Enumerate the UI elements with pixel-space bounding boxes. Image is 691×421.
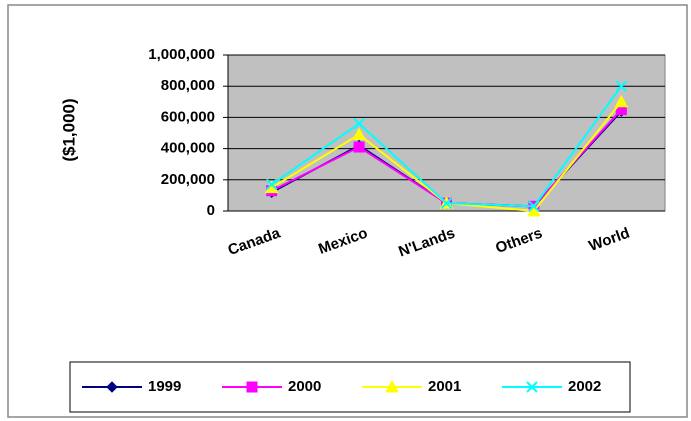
y-tick-label: 400,000: [161, 140, 215, 157]
marker: [353, 117, 365, 130]
y-tick-label: 800,000: [161, 77, 215, 94]
legend-label: 1999: [148, 378, 181, 395]
marker: [528, 200, 540, 213]
marker: [615, 80, 628, 92]
y-tick-label: 0: [207, 202, 215, 219]
legend-marker: [106, 381, 118, 393]
y-axis-label: ($1,000): [59, 98, 78, 161]
legend-marker: [385, 379, 399, 393]
y-tick-label: 600,000: [161, 108, 215, 125]
legend-label: 2001: [428, 378, 461, 395]
plot-area: [227, 54, 666, 212]
legend-marker: [246, 381, 258, 393]
marker: [353, 141, 365, 153]
y-tick-label: 200,000: [161, 171, 215, 188]
legend-label: 2002: [568, 378, 601, 395]
marker: [265, 178, 278, 191]
marker: [614, 94, 629, 108]
y-tick-label: 1,000,000: [148, 46, 215, 63]
legend-label: 2000: [288, 378, 321, 395]
legend-marker: [526, 381, 538, 393]
marker: [352, 127, 366, 141]
marker: [440, 197, 453, 209]
